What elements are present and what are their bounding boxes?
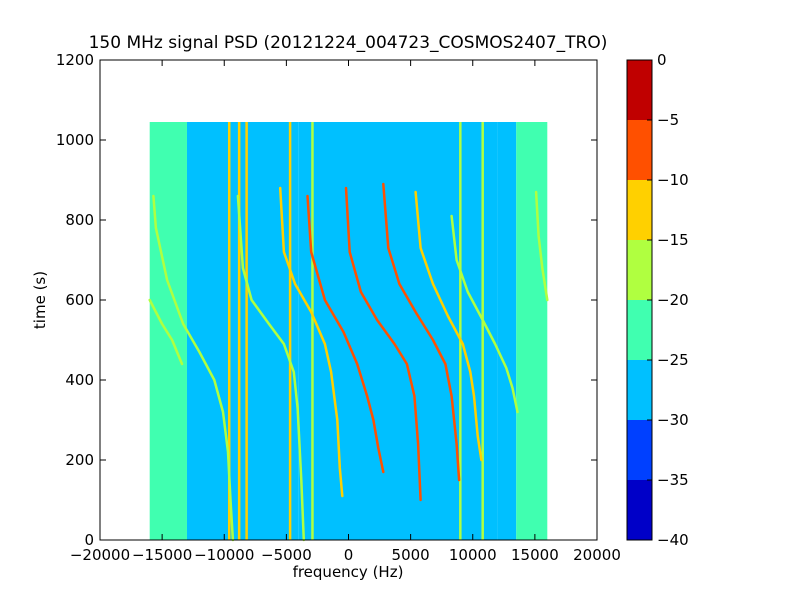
y-axis-label: time (s)	[31, 271, 49, 329]
doppler-track	[534, 190, 549, 302]
x-tick-label: 20000	[573, 546, 621, 564]
colorbar-tick-label: −30	[657, 411, 689, 429]
doppler-track	[344, 186, 422, 502]
colorbar-tick-label: −35	[657, 471, 689, 489]
colorbar-band	[627, 180, 652, 240]
doppler-track	[148, 298, 184, 366]
plot-area: −20000 −15000 −10000 −5000 0 5000 10000 15000 20…	[56, 51, 621, 564]
x-axis-label: frequency (Hz)	[293, 563, 404, 581]
y-tick-label: 200	[65, 451, 94, 469]
colorbar-ticks: 0 −5 −10 −15 −20 −25 −30 −35 −40	[647, 51, 689, 549]
colorbar-bands	[627, 60, 652, 540]
colorbar: 0 −5 −10 −15 −20 −25 −30 −35 −40	[626, 51, 689, 549]
y-tick-label: 400	[65, 371, 94, 389]
x-tick-label: 15000	[511, 546, 559, 564]
colorbar-band	[627, 120, 652, 180]
colorbar-tick-label: −40	[657, 531, 689, 549]
y-tick-label: 800	[65, 211, 94, 229]
colorbar-band	[627, 420, 652, 480]
colorbar-tick-label: −10	[657, 171, 689, 189]
heatmap-image	[149, 122, 548, 540]
doppler-tracks	[148, 122, 549, 542]
y-tick-label: 1200	[56, 51, 94, 69]
heatmap-region	[497, 122, 517, 540]
colorbar-tick-label: −5	[657, 111, 679, 129]
doppler-track	[306, 194, 385, 474]
heatmap-region	[298, 122, 498, 540]
colorbar-band	[627, 480, 652, 540]
y-tick-label: 0	[84, 531, 94, 549]
x-tick-label: −5000	[261, 546, 312, 564]
chart-title: 150 MHz signal PSD (20121224_004723_COSM…	[89, 33, 608, 53]
doppler-track	[450, 214, 519, 414]
colorbar-tick-label: −20	[657, 291, 689, 309]
colorbar-band	[627, 60, 652, 120]
y-tick-label: 600	[65, 291, 94, 309]
doppler-track	[236, 194, 306, 542]
x-tick-label: 5000	[392, 546, 430, 564]
colorbar-band	[627, 360, 652, 420]
heatmap-region	[516, 122, 548, 540]
heatmap-region	[186, 122, 299, 540]
x-tick-label: 10000	[449, 546, 497, 564]
colorbar-band	[627, 300, 652, 360]
doppler-track	[152, 194, 235, 542]
y-tick-label: 1000	[56, 131, 94, 149]
doppler-track	[382, 182, 461, 482]
x-tick-label: −15000	[132, 546, 192, 564]
colorbar-tick-label: −15	[657, 231, 689, 249]
x-axis-ticks: −20000 −15000 −10000 −5000 0 5000 10000 15000 20…	[70, 60, 621, 564]
heatmap-region	[149, 122, 187, 540]
x-tick-label: −10000	[194, 546, 254, 564]
x-tick-label: 0	[344, 546, 354, 564]
x-tick-label: −20000	[70, 546, 130, 564]
doppler-track	[414, 190, 483, 462]
colorbar-tick-label: −25	[657, 351, 689, 369]
colorbar-band	[627, 240, 652, 300]
colorbar-tick-label: 0	[657, 51, 667, 69]
y-axis-ticks: 0 200 400 600 800 1000 1200	[56, 51, 597, 549]
doppler-track	[278, 186, 344, 498]
